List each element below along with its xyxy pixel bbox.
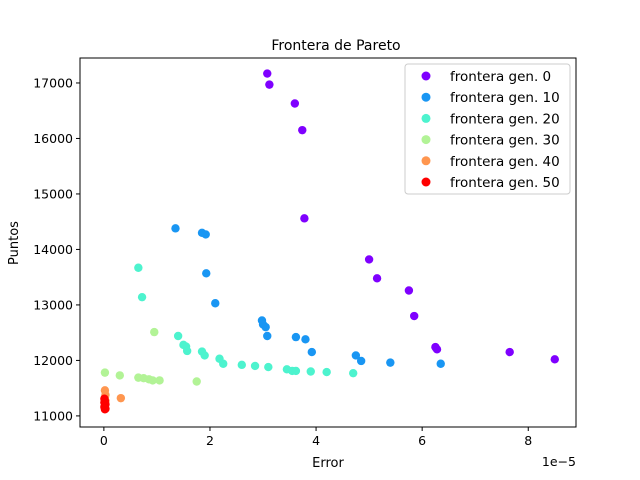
data-point: [300, 214, 309, 223]
data-point: [291, 332, 301, 342]
data-point: [364, 255, 374, 264]
legend-marker: [421, 177, 431, 187]
x-tick-label: 0: [100, 433, 108, 448]
data-point: [436, 359, 445, 368]
data-point: [410, 311, 419, 321]
data-point: [137, 292, 147, 302]
data-point: [100, 368, 110, 377]
legend-label: frontera gen. 10: [450, 90, 560, 106]
y-tick-label: 13000: [33, 297, 73, 312]
legend-marker: [421, 156, 431, 166]
legend-marker: [421, 135, 431, 145]
data-point: [505, 347, 514, 357]
legend-label: frontera gen. 40: [450, 154, 560, 170]
data-point: [290, 99, 300, 108]
y-axis-label: Puntos: [7, 221, 22, 265]
data-point: [356, 356, 366, 366]
data-point: [261, 322, 270, 332]
data-point: [219, 359, 228, 368]
y-tick-label: 15000: [33, 186, 73, 201]
data-point: [372, 274, 382, 283]
data-point: [100, 405, 110, 414]
legend-box: [404, 63, 571, 195]
data-point: [306, 367, 315, 376]
data-point: [173, 331, 183, 341]
y-tick-label: 17000: [33, 75, 73, 90]
series-1: [171, 224, 445, 368]
data-point: [116, 393, 126, 403]
data-point: [155, 376, 164, 385]
legend-label: frontera gen. 30: [450, 133, 560, 149]
legend-marker: [421, 71, 431, 81]
x-tick-label: 2: [206, 433, 214, 448]
data-point: [386, 358, 395, 367]
data-point: [263, 331, 272, 341]
data-point: [263, 69, 272, 78]
data-point: [307, 347, 317, 357]
legend-label: frontera gen. 20: [450, 111, 560, 127]
data-point: [322, 367, 331, 377]
data-point: [349, 368, 358, 378]
y-tick-label: 12000: [33, 353, 73, 368]
x-tick-label: 8: [524, 433, 532, 448]
series-2: [134, 263, 358, 378]
x-tick-label: 6: [418, 433, 426, 448]
data-point: [264, 362, 273, 372]
y-tick-label: 11000: [33, 408, 73, 423]
series-3: [100, 327, 201, 386]
plot-frame: [79, 57, 577, 428]
data-point: [115, 371, 124, 380]
chart-title: Frontera de Pareto: [271, 38, 400, 54]
data-point: [202, 269, 211, 278]
data-point: [150, 327, 159, 337]
points-layer: [100, 69, 559, 414]
data-point: [404, 286, 414, 295]
x-ticks: 0 2 4 6 8: [100, 427, 532, 448]
x-tick-label: 4: [312, 433, 320, 448]
data-point: [211, 299, 220, 308]
series-5: [100, 394, 110, 414]
y-ticks: 11000 12000 13000 14000 15000 16000 17000: [33, 75, 80, 423]
data-point: [265, 80, 274, 89]
data-point: [182, 346, 192, 356]
data-point: [237, 360, 246, 370]
x-offset-label: 1e−5: [542, 454, 576, 469]
data-point: [250, 361, 260, 371]
data-point: [298, 125, 307, 135]
legend-marker: [421, 92, 431, 102]
y-tick-label: 14000: [33, 242, 73, 257]
y-tick-label: 16000: [33, 131, 73, 146]
data-point: [134, 263, 143, 272]
data-point: [148, 376, 157, 385]
data-point: [291, 366, 301, 376]
legend-marker: [421, 113, 431, 123]
legend-label: frontera gen. 0: [450, 69, 551, 85]
legend-label: frontera gen. 50: [450, 175, 560, 191]
data-point: [351, 351, 361, 360]
data-point: [192, 377, 201, 386]
legend: frontera gen. 0 frontera gen. 10 frontera …: [404, 63, 571, 195]
data-point: [201, 230, 210, 239]
data-point: [200, 351, 209, 360]
data-point: [550, 355, 559, 364]
legend-items: frontera gen. 0 frontera gen. 10 frontera …: [421, 69, 560, 191]
x-axis-label: Error: [312, 456, 344, 471]
data-point: [301, 335, 310, 344]
data-point: [432, 345, 442, 354]
series-0: [263, 69, 559, 364]
data-point: [171, 224, 180, 233]
